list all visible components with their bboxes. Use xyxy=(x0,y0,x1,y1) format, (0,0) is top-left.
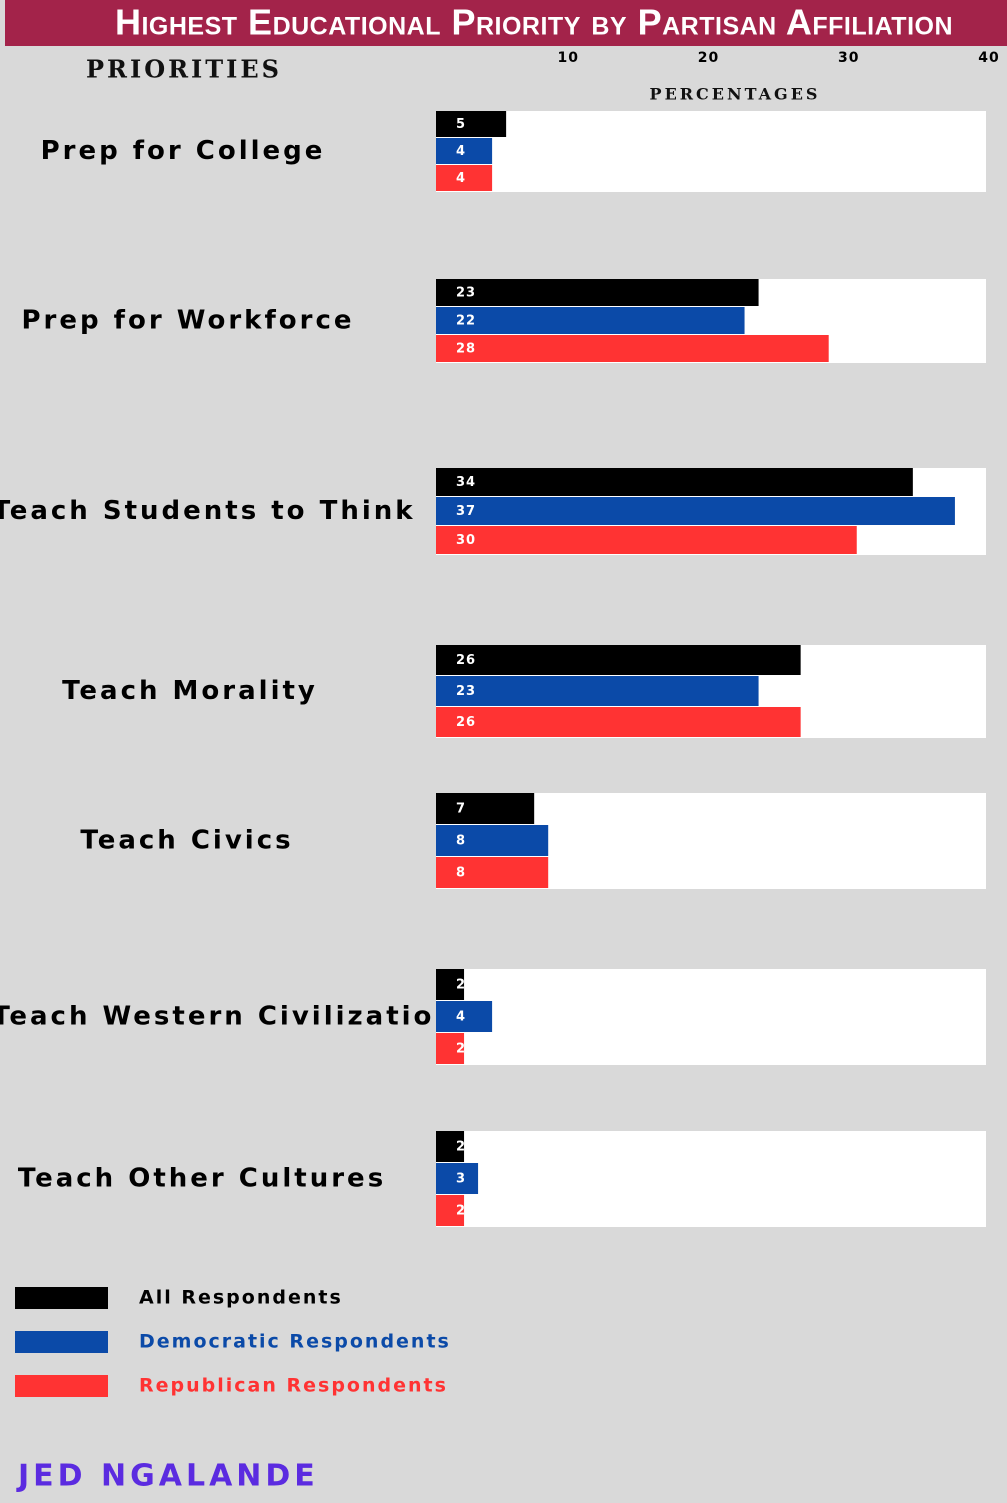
value-label: 26 xyxy=(456,653,476,668)
value-label: 23 xyxy=(456,286,476,301)
legend-label: Democratic Respondents xyxy=(139,1331,451,1353)
value-label: 7 xyxy=(456,802,466,817)
category-label: Teach Civics xyxy=(80,826,293,856)
bar xyxy=(436,1163,479,1194)
y-axis-label: PRIORITIES xyxy=(86,55,282,84)
bar xyxy=(436,825,549,856)
x-tick-label: 20 xyxy=(698,50,719,66)
value-label: 4 xyxy=(456,1010,466,1025)
category-label: Teach Students to Think xyxy=(0,496,416,526)
value-label: 26 xyxy=(456,715,476,730)
bar xyxy=(436,645,801,675)
value-label: 23 xyxy=(456,684,476,699)
bar xyxy=(436,857,549,888)
title-bar xyxy=(5,0,1007,46)
legend-swatch xyxy=(15,1287,108,1309)
x-axis-label: PERCENTAGES xyxy=(650,85,821,104)
value-label: 22 xyxy=(456,314,476,329)
legend-swatch xyxy=(15,1375,108,1397)
bar xyxy=(436,111,507,137)
chart-title: Highest Educational Priority by Partisan… xyxy=(115,2,953,43)
value-label: 2 xyxy=(456,978,466,993)
x-tick-label: 40 xyxy=(978,50,999,66)
value-label: 4 xyxy=(456,171,466,186)
value-label: 37 xyxy=(456,504,476,519)
bar xyxy=(436,497,955,525)
value-label: 8 xyxy=(456,866,466,881)
x-tick-label: 30 xyxy=(838,50,859,66)
bar xyxy=(436,468,913,496)
bar xyxy=(436,165,493,191)
value-label: 3 xyxy=(456,1172,466,1187)
bar xyxy=(436,138,493,164)
value-label: 8 xyxy=(456,834,466,849)
bar xyxy=(436,279,759,306)
legend-label: Republican Respondents xyxy=(139,1375,448,1397)
legend-swatch xyxy=(15,1331,108,1353)
category-label: Prep for Workforce xyxy=(22,306,355,336)
value-label: 2 xyxy=(456,1042,466,1057)
x-tick-label: 10 xyxy=(558,50,579,66)
bar xyxy=(436,335,829,362)
bar xyxy=(436,1033,465,1064)
bar xyxy=(436,526,857,554)
category-label: Prep for College xyxy=(41,136,326,166)
value-label: 2 xyxy=(456,1204,466,1219)
value-label: 30 xyxy=(456,533,476,548)
bar xyxy=(436,793,535,824)
value-label: 34 xyxy=(456,475,476,490)
plot-panel xyxy=(436,969,986,1065)
category-label: Teach Morality xyxy=(62,676,318,706)
plot-panel xyxy=(436,111,986,192)
plot-panel xyxy=(436,1131,986,1227)
category-label: Teach Other Cultures xyxy=(18,1164,386,1194)
bar xyxy=(436,1131,465,1162)
bar xyxy=(436,676,759,706)
value-label: 28 xyxy=(456,342,476,357)
value-label: 2 xyxy=(456,1140,466,1155)
bar xyxy=(436,1195,465,1226)
author: JED NGALANDE xyxy=(16,1459,319,1494)
bar xyxy=(436,1001,493,1032)
value-label: 5 xyxy=(456,117,466,132)
bar xyxy=(436,969,465,1000)
value-label: 4 xyxy=(456,144,466,159)
bar xyxy=(436,307,745,334)
bar xyxy=(436,707,801,737)
category-label: Teach Western Civilization xyxy=(0,1002,456,1032)
legend-label: All Respondents xyxy=(139,1287,343,1309)
